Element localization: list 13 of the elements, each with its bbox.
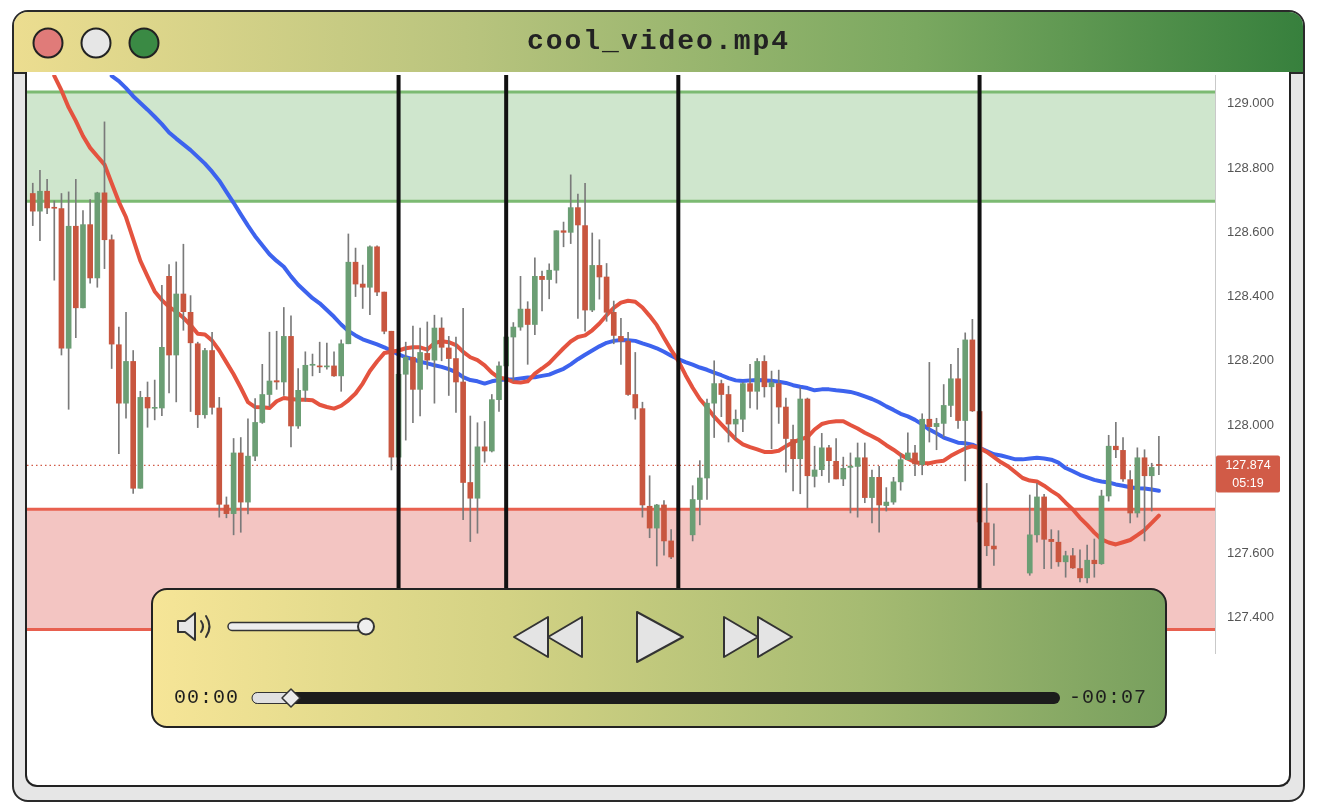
y-tick-label: 128.600 [1227,223,1274,239]
y-tick-label: 128.800 [1227,159,1274,175]
ref-line-label: 127.874 [1225,458,1271,473]
y-tick-label: 127.600 [1227,545,1274,561]
y-tick-label: 128.000 [1227,416,1274,432]
y-tick-label: 129.000 [1227,95,1274,111]
text: 00:00 [174,686,240,709]
y-tick-label: 128.400 [1227,288,1274,304]
chart-title: cool_video.mp4 [526,26,791,57]
y-tick-label: 127.400 [1227,609,1274,625]
text: 05:19 [1232,475,1264,490]
y-tick-label: 128.200 [1227,352,1274,368]
text: -00:07 [1069,686,1148,709]
